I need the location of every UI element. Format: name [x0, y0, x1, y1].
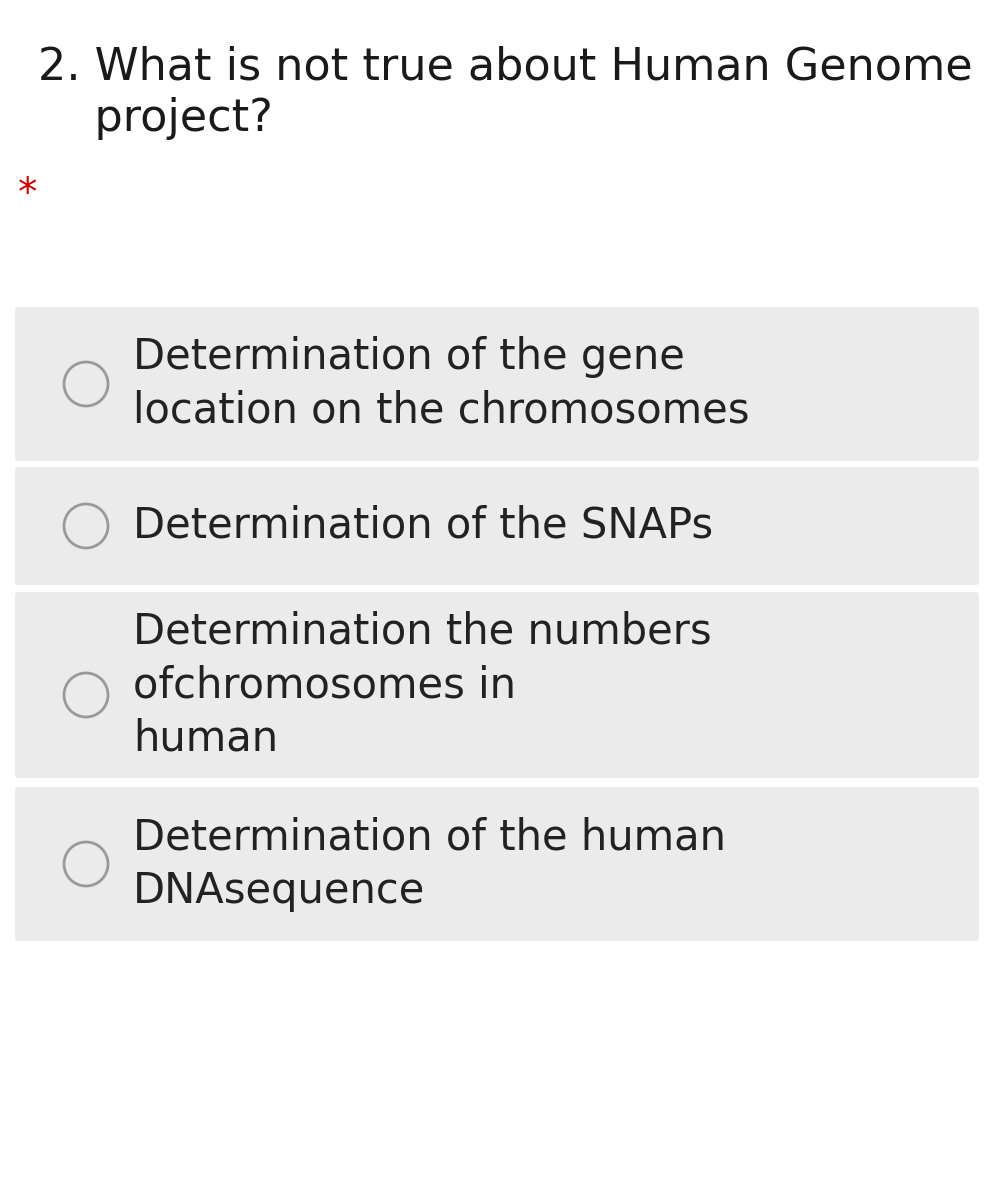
FancyBboxPatch shape	[15, 467, 979, 584]
Circle shape	[64, 842, 108, 886]
Circle shape	[64, 504, 108, 548]
FancyBboxPatch shape	[15, 592, 979, 778]
Circle shape	[64, 673, 108, 716]
FancyBboxPatch shape	[15, 307, 979, 461]
Text: Determination of the SNAPs: Determination of the SNAPs	[133, 505, 713, 547]
Text: Determination of the human
DNAsequence: Determination of the human DNAsequence	[133, 816, 726, 912]
Text: project?: project?	[38, 97, 273, 140]
Text: Determination the numbers
ofchromosomes in
human: Determination the numbers ofchromosomes …	[133, 611, 712, 760]
Text: *: *	[18, 175, 38, 214]
Text: 2. What is not true about Human Genome: 2. What is not true about Human Genome	[38, 44, 972, 88]
Text: Determination of the gene
location on the chromosomes: Determination of the gene location on th…	[133, 336, 749, 432]
FancyBboxPatch shape	[15, 787, 979, 941]
Circle shape	[64, 362, 108, 406]
